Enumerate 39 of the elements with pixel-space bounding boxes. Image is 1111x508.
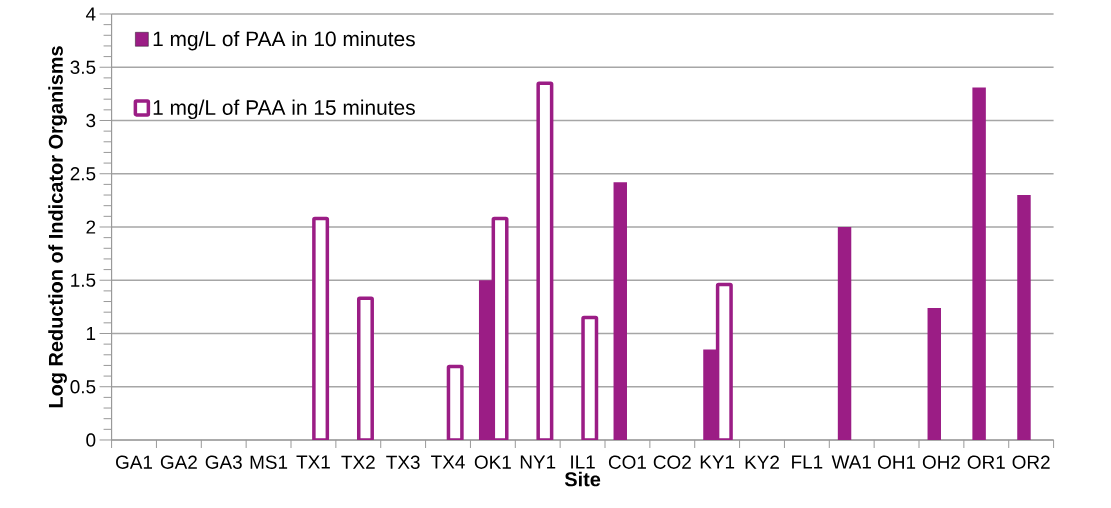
y-tick-label: 2.5 <box>70 167 96 181</box>
x-axis-title: Site <box>564 471 601 487</box>
legend-label: 1 mg/L of PAA in 10 minutes <box>153 30 415 51</box>
x-tick-label: TX4 <box>431 455 465 469</box>
bar <box>927 307 941 440</box>
x-tick-label: OK1 <box>474 455 511 469</box>
x-tick-label: GA1 <box>116 455 153 469</box>
x-tick-label: KY1 <box>700 455 735 469</box>
x-tick-label: FL1 <box>792 455 823 469</box>
y-tick-label: 3 <box>86 113 96 128</box>
y-tick-label: 2 <box>86 220 96 234</box>
x-tick-label: KY2 <box>745 455 779 469</box>
x-tick-label: OH2 <box>922 455 960 469</box>
bar <box>837 226 852 440</box>
bar <box>1017 195 1031 440</box>
x-tick-label: IL1 <box>571 455 595 469</box>
x-tick-label: NY1 <box>520 455 556 469</box>
x-tick-label: TX1 <box>296 455 330 469</box>
y-tick-label: 1.5 <box>71 273 96 287</box>
x-tick-label: TX2 <box>341 455 375 469</box>
x-tick-label: OH1 <box>878 455 916 469</box>
bar <box>613 182 627 440</box>
x-tick-label: WA1 <box>831 455 871 469</box>
y-tick-label: 0 <box>86 433 96 447</box>
x-tick-label: CO1 <box>608 455 646 469</box>
x-tick-label: OR2 <box>1012 455 1050 469</box>
legend-label: 1 mg/L of PAA in 15 minutes <box>153 99 415 120</box>
bar <box>972 87 986 440</box>
x-tick-label: MS1 <box>250 455 288 469</box>
x-tick-label: CO2 <box>653 455 691 469</box>
x-tick-label: OR1 <box>967 455 1005 469</box>
x-tick-label: GA2 <box>160 455 197 469</box>
y-tick-label: 4 <box>85 7 96 21</box>
y-tick-label: 3.5 <box>70 60 96 74</box>
x-tick-label: GA3 <box>205 455 242 469</box>
y-tick-label: 1 <box>86 326 96 340</box>
x-tick-label: TX3 <box>386 455 420 469</box>
y-tick-label: 0.5 <box>70 380 96 394</box>
y-axis-title: Log Reduction of Indicator Organisms <box>48 46 67 408</box>
